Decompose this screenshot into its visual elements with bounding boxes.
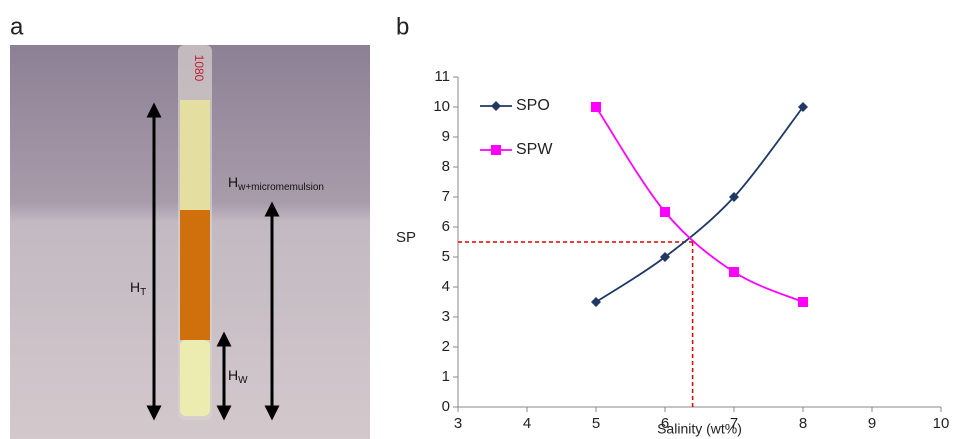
series-line — [595, 106, 804, 303]
annotation-sub: W — [238, 375, 248, 386]
panel-label: b — [396, 13, 409, 40]
tube-label: 1080 — [192, 55, 206, 82]
marker — [660, 252, 670, 262]
tube-water — [180, 340, 210, 416]
marker — [591, 102, 601, 112]
legend-marker — [491, 145, 501, 155]
annotation: HW — [228, 367, 248, 386]
y-tick-label: 1 — [442, 368, 450, 385]
y-tick-label: 0 — [442, 398, 450, 415]
annotation: Hw+micromemulsion — [228, 174, 324, 193]
marker — [729, 267, 739, 277]
annotation: HT — [130, 279, 146, 298]
marker — [798, 297, 808, 307]
tube-emulsion — [180, 210, 210, 340]
x-tick-label: 9 — [868, 415, 876, 432]
panel-label: a — [10, 13, 24, 40]
annotation-sub: w+micromemulsion — [237, 182, 324, 193]
x-tick-label: 5 — [592, 415, 600, 432]
legend-marker — [491, 101, 501, 111]
annotation-main: H — [228, 367, 238, 383]
x-tick-label: 3 — [454, 415, 462, 432]
y-tick-label: 7 — [442, 188, 450, 205]
y-axis-label: SP — [396, 229, 416, 246]
marker — [729, 192, 739, 202]
x-tick-label: 7 — [730, 415, 738, 432]
x-tick-label: 8 — [799, 415, 807, 432]
annotation-main: H — [228, 174, 238, 190]
y-tick-label: 8 — [442, 158, 450, 175]
marker — [798, 102, 808, 112]
annotation-sub: T — [140, 287, 146, 298]
y-tick-label: 9 — [442, 128, 450, 145]
y-tick-label: 10 — [433, 98, 450, 115]
x-tick-label: 10 — [933, 415, 950, 432]
y-tick-label: 2 — [442, 338, 450, 355]
y-tick-label: 4 — [442, 278, 450, 295]
photo: 1080 HT HW Hw+micromemulsion — [10, 45, 370, 439]
marker — [660, 207, 670, 217]
y-tick-label: 3 — [442, 308, 450, 325]
annotation-main: H — [130, 279, 140, 295]
chart: 0 1 2 3 4 5 6 7 8 9 10 11 3 4 5 6 7 8 9 10 Salinity (wt%) SP S… — [396, 68, 949, 437]
legend-label: SPW — [516, 141, 553, 158]
series-line — [595, 106, 804, 303]
y-tick-label: 6 — [442, 218, 450, 235]
y-tick-label: 5 — [442, 248, 450, 265]
tube-oil — [180, 100, 210, 210]
y-tick-label: 11 — [434, 68, 450, 85]
x-tick-label: 6 — [661, 415, 669, 432]
x-axis-label: Salinity (wt%) — [657, 421, 742, 437]
marker — [591, 297, 601, 307]
legend-label: SPO — [516, 97, 550, 114]
x-tick-label: 4 — [523, 415, 531, 432]
